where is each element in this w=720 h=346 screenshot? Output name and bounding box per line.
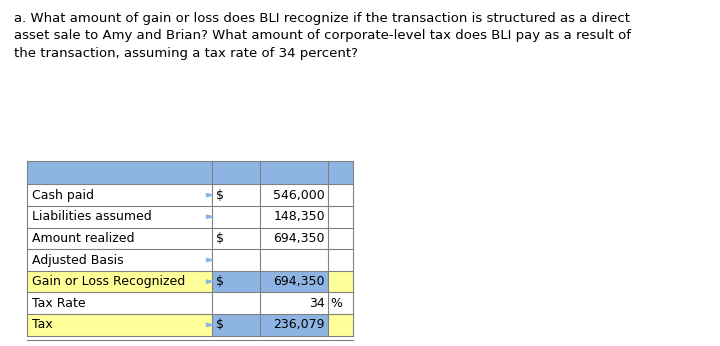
Bar [27,206,353,228]
Text: 236,079: 236,079 [274,318,325,331]
Bar [27,292,353,314]
Text: Liabilities assumed: Liabilities assumed [32,210,152,223]
Text: %: % [330,297,343,310]
Text: 694,350: 694,350 [274,232,325,245]
Text: Gain or Loss Recognized: Gain or Loss Recognized [32,275,186,288]
Text: 34: 34 [309,297,325,310]
Polygon shape [207,215,213,218]
Polygon shape [207,193,213,197]
Bar [27,314,353,336]
Bar [212,314,328,336]
Polygon shape [207,323,213,327]
Text: 148,350: 148,350 [274,210,325,223]
Text: Cash paid: Cash paid [32,189,94,202]
Text: 546,000: 546,000 [273,189,325,202]
Polygon shape [207,280,213,283]
Polygon shape [207,258,213,262]
Text: 694,350: 694,350 [274,275,325,288]
Text: $: $ [215,275,224,288]
Text: $: $ [215,318,224,331]
Text: Tax: Tax [32,318,53,331]
Text: Tax Rate: Tax Rate [32,297,86,310]
Bar [27,161,353,184]
Text: a. What amount of gain or loss does BLI recognize if the transaction is structur: a. What amount of gain or loss does BLI … [14,12,631,60]
Bar [212,271,328,292]
Text: Adjusted Basis: Adjusted Basis [32,254,124,266]
Text: Amount realized: Amount realized [32,232,135,245]
Bar [27,184,353,206]
Bar [27,249,353,271]
Bar [27,228,353,249]
Text: $: $ [215,189,224,202]
Text: $: $ [215,232,224,245]
Bar [27,271,353,292]
